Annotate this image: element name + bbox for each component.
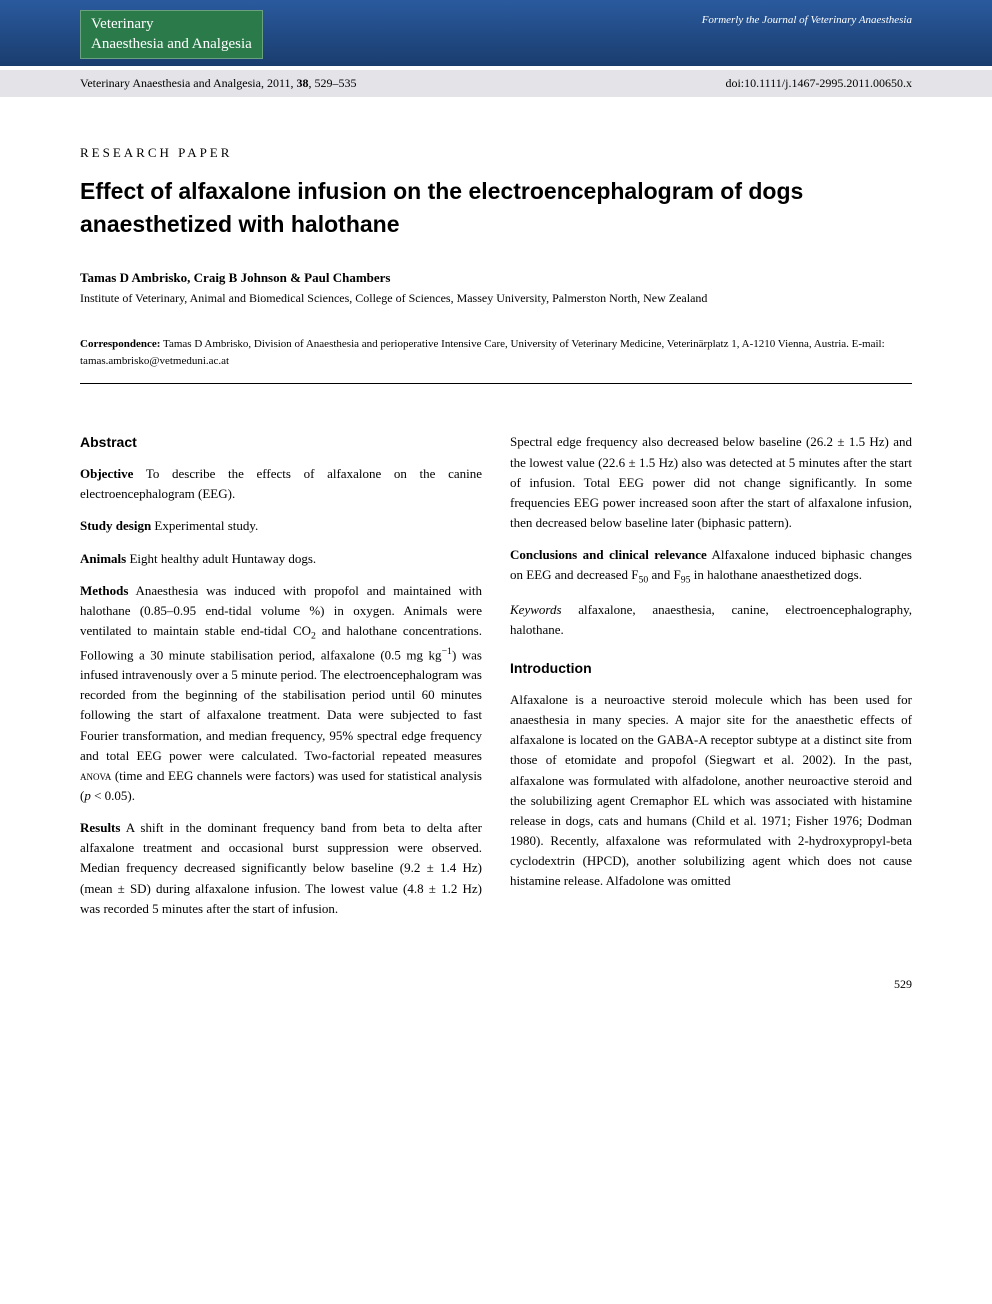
abstract-results-part1: Results A shift in the dominant frequenc…	[80, 818, 482, 919]
introduction-heading: Introduction	[510, 658, 912, 680]
abstract-animals: Animals Eight healthy adult Huntaway dog…	[80, 549, 482, 569]
abstract-conclusions: Conclusions and clinical relevance Alfax…	[510, 545, 912, 588]
abstract-objective: Objective To describe the effects of alf…	[80, 464, 482, 504]
journal-name-line2: Anaesthesia and Analgesia	[91, 35, 252, 55]
correspondence-block: Correspondence: Tamas D Ambrisko, Divisi…	[80, 336, 912, 384]
authors: Tamas D Ambrisko, Craig B Johnson & Paul…	[80, 270, 912, 286]
right-column: Spectral edge frequency also decreased b…	[510, 432, 912, 930]
introduction-text: Alfaxalone is a neuroactive steroid mole…	[510, 690, 912, 891]
journal-header-band: Veterinary Anaesthesia and Analgesia For…	[0, 0, 992, 66]
journal-name-line1: Veterinary	[91, 15, 252, 35]
abstract-results-part2: Spectral edge frequency also decreased b…	[510, 432, 912, 533]
two-column-body: Abstract Objective To describe the effec…	[80, 432, 912, 930]
citation-band: Veterinary Anaesthesia and Analgesia, 20…	[0, 70, 992, 97]
citation-text: Veterinary Anaesthesia and Analgesia, 20…	[80, 76, 357, 91]
journal-name-box: Veterinary Anaesthesia and Analgesia	[80, 10, 263, 59]
affiliation: Institute of Veterinary, Animal and Biom…	[80, 290, 912, 307]
correspondence-label: Correspondence:	[80, 338, 160, 350]
page-number: 529	[80, 977, 912, 992]
doi-text: doi:10.1111/j.1467-2995.2011.00650.x	[725, 76, 912, 91]
left-column: Abstract Objective To describe the effec…	[80, 432, 482, 930]
abstract-methods: Methods Anaesthesia was induced with pro…	[80, 581, 482, 806]
formerly-text: Formerly the Journal of Veterinary Anaes…	[702, 14, 912, 26]
article-title: Effect of alfaxalone infusion on the ele…	[80, 175, 912, 242]
keywords: Keywords alfaxalone, anaesthesia, canine…	[510, 600, 912, 640]
abstract-heading: Abstract	[80, 432, 482, 454]
section-label: RESEARCH PAPER	[80, 145, 912, 161]
abstract-design: Study design Experimental study.	[80, 516, 482, 536]
correspondence-text: Tamas D Ambrisko, Division of Anaesthesi…	[80, 338, 885, 367]
